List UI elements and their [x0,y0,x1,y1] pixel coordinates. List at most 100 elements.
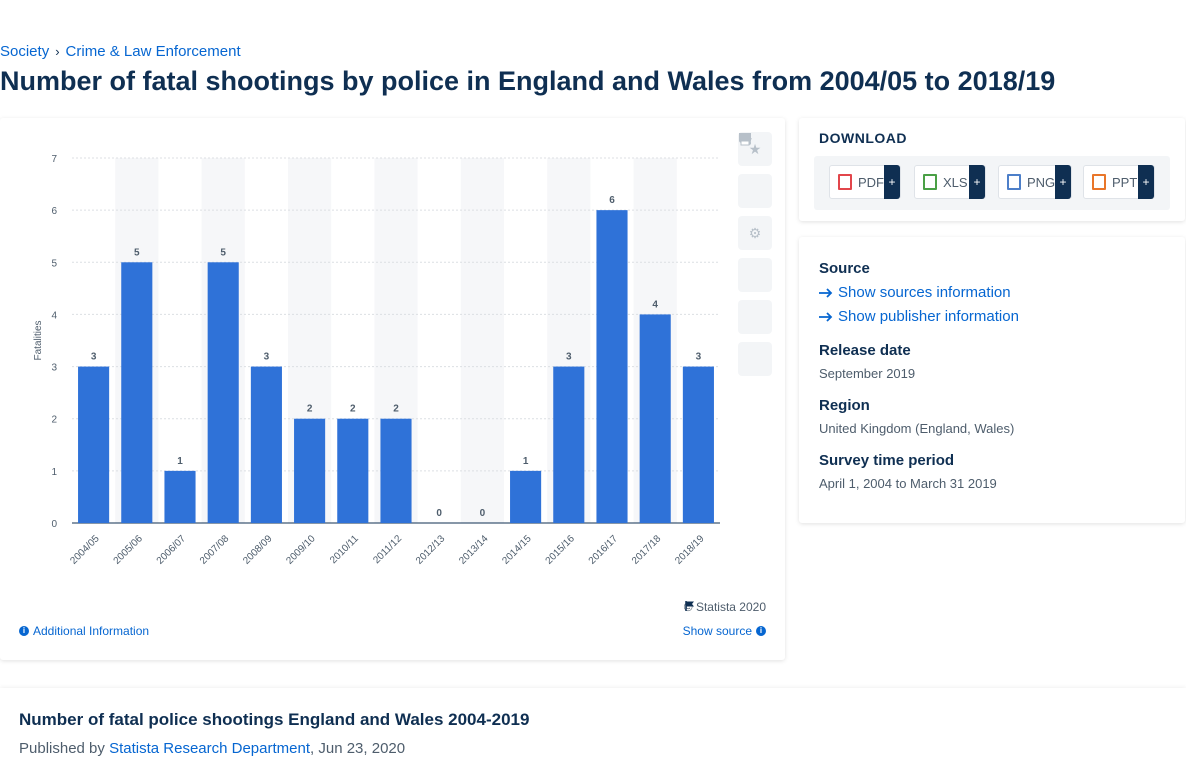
release-date-label: Release date [819,342,911,359]
data-label: 4 [652,299,658,310]
breadcrumb-society[interactable]: Society [0,43,50,60]
published-prefix: Published by [19,740,105,757]
survey-period-value: April 1, 2004 to March 31 2019 [819,476,997,491]
region-value: United Kingdom (England, Wales) [819,421,1015,436]
x-tick-label: 2007/08 [198,533,232,567]
breadcrumb-chevron-icon: › [55,44,60,59]
bar [596,210,628,523]
info-icon: i [756,626,766,636]
x-tick-label: 2018/19 [673,533,707,567]
y-tick-label: 0 [51,519,57,530]
y-tick-label: 6 [51,206,57,217]
download-png-button[interactable]: PNG + [998,165,1072,199]
source-label: Source [819,260,870,277]
data-label: 0 [436,508,442,519]
breadcrumb-crime-law[interactable]: Crime & Law Enforcement [65,43,241,60]
download-xls-label: XLS [943,174,968,190]
y-tick-label: 5 [51,258,57,269]
x-tick-label: 2004/05 [68,533,102,567]
x-tick-label: 2012/13 [414,533,448,567]
x-tick-label: 2014/15 [500,533,534,567]
share-icon[interactable] [738,133,772,292]
info-icon: i [19,626,29,636]
bar [250,366,282,523]
y-tick-label: 4 [51,310,57,321]
published-line: Published by Statista Research Departmen… [19,740,405,757]
publication-card: Number of fatal police shootings England… [0,688,1186,768]
y-axis-label: Fatalities [33,320,44,360]
show-source-label: Show source [682,624,752,638]
column-band [460,158,504,523]
chart-card: 0 1 2 3 4 5 6 7 Fatalities 3 2004/05 5 2005/06 1 2006/… [0,118,785,660]
publisher-link[interactable]: Statista Research Department [109,740,311,757]
data-label: 1 [523,456,529,467]
show-sources-link[interactable]: Show sources information [819,284,1011,301]
x-tick-label: 2010/11 [328,533,361,566]
bar [207,262,239,523]
data-label: 2 [393,404,399,415]
bar [510,470,542,523]
region-label: Region [819,397,870,414]
ppt-file-icon [1092,174,1106,190]
data-label: 3 [566,352,572,363]
x-tick-label: 2009/10 [284,533,318,567]
show-sources-label: Show sources information [838,284,1011,301]
bar [121,262,153,523]
bar [78,366,110,523]
copyright: © Statista 2020 [684,600,766,614]
download-card: DOWNLOAD PDF + XLS + PNG + PPT + [799,118,1185,221]
release-date-value: September 2019 [819,366,916,381]
additional-information-label: Additional Information [33,624,150,638]
pdf-file-icon [838,174,852,190]
download-bar: PDF + XLS + PNG + PPT + [814,156,1170,210]
download-png-label: PNG [1026,174,1056,190]
bar [164,470,196,523]
plus-icon: + [1138,165,1154,199]
bar [380,418,412,523]
bar [553,366,585,523]
download-ppt-label: PPT [1112,174,1138,190]
download-pdf-button[interactable]: PDF + [829,165,901,199]
y-tick-label: 1 [51,467,57,478]
y-tick-label: 3 [51,363,57,374]
show-publisher-link[interactable]: Show publisher information [819,308,1019,325]
data-label: 2 [307,404,313,415]
additional-information-link[interactable]: i Additional Information [19,624,149,638]
gear-icon[interactable]: ⚙ [738,216,772,250]
y-tick-label: 7 [51,154,57,165]
x-tick-label: 2016/17 [587,533,621,567]
plus-icon: + [969,165,985,199]
bell-icon[interactable] [738,133,772,208]
x-tick-label: 2005/06 [112,533,146,567]
statistic-info-card: Source Show sources information Show pub… [799,237,1185,523]
page-title: Number of fatal shootings by police in E… [0,66,1056,96]
flag-icon[interactable] [684,600,696,612]
data-label: 5 [220,247,226,258]
data-label: 6 [609,195,615,206]
download-ppt-button[interactable]: PPT + [1083,165,1155,199]
bar [294,418,326,523]
x-tick-label: 2008/09 [241,533,275,567]
x-tick-label: 2017/18 [630,533,664,567]
download-pdf-label: PDF [858,174,884,190]
x-tick-label: 2015/16 [544,533,578,567]
x-tick-label: 2006/07 [155,533,189,567]
x-tick-label: 2013/14 [457,533,491,567]
data-label: 3 [264,352,270,363]
data-label: 2 [350,404,356,415]
download-title: DOWNLOAD [819,130,907,146]
chart-toolbar: ★ ⚙ [738,132,772,384]
show-publisher-label: Show publisher information [838,308,1019,325]
survey-period-label: Survey time period [819,452,955,469]
show-source-link[interactable]: Show source i [683,624,766,638]
y-tick-label: 2 [51,415,57,426]
quote-icon[interactable] [738,133,772,334]
bar [337,418,369,523]
print-icon[interactable] [738,133,772,376]
arrow-right-icon [819,311,833,322]
data-label: 3 [696,352,702,363]
data-label: 5 [134,247,140,258]
publication-title: Number of fatal police shootings England… [19,710,530,729]
plus-icon: + [884,165,900,199]
download-xls-button[interactable]: XLS + [914,165,986,199]
